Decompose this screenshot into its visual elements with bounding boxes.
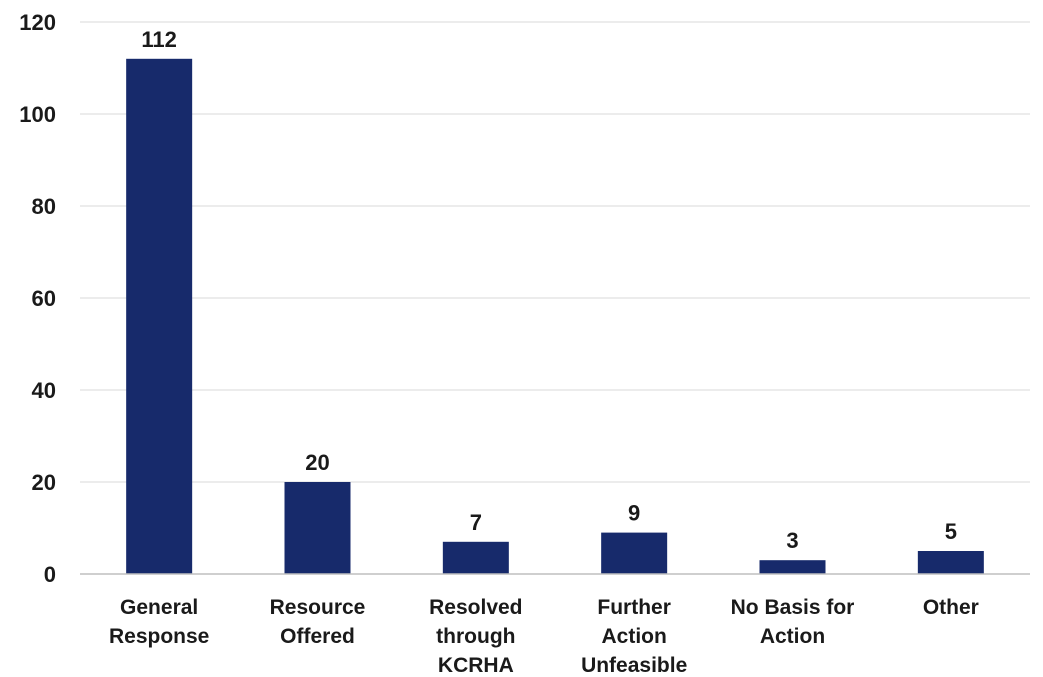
data-label: 20 [305, 450, 329, 475]
data-label: 9 [628, 501, 640, 526]
bar [126, 58, 193, 575]
bars [126, 58, 984, 575]
x-tick-label: Resource [270, 596, 366, 619]
x-tick-label: Resolved [429, 596, 522, 619]
y-tick-label: 60 [32, 286, 56, 311]
data-label: 5 [945, 519, 957, 544]
x-tick-label: Response [109, 625, 209, 648]
y-axis-ticks: 0 20 40 60 80 100 120 [19, 10, 56, 587]
x-tick-label: Offered [280, 625, 355, 648]
bar [601, 532, 668, 574]
x-tick-label: Further [597, 596, 671, 619]
x-tick-label: No Basis for [731, 596, 855, 619]
data-label: 7 [470, 510, 482, 535]
data-label: 3 [786, 528, 798, 553]
x-tick-label: Action [602, 625, 667, 648]
y-tick-label: 120 [19, 10, 56, 35]
y-tick-label: 0 [44, 562, 56, 587]
y-tick-label: 20 [32, 470, 56, 495]
x-tick-label: General [120, 596, 198, 619]
y-tick-label: 100 [19, 102, 56, 127]
data-labels: 112 20 7 9 3 5 [141, 27, 957, 553]
bar [759, 560, 826, 574]
category-labels: General Response Resource Offered Resolved th… [109, 596, 979, 677]
bar [917, 551, 984, 574]
x-tick-label: Other [923, 596, 979, 619]
y-tick-label: 80 [32, 194, 56, 219]
y-tick-label: 40 [32, 378, 56, 403]
x-tick-label: KCRHA [438, 654, 514, 677]
x-tick-label: Action [760, 625, 825, 648]
x-tick-label: Unfeasible [581, 654, 687, 677]
bar [442, 541, 509, 574]
data-label: 112 [141, 27, 177, 52]
x-tick-label: through [436, 625, 515, 648]
gridlines [80, 21, 1030, 483]
bar [284, 482, 351, 574]
